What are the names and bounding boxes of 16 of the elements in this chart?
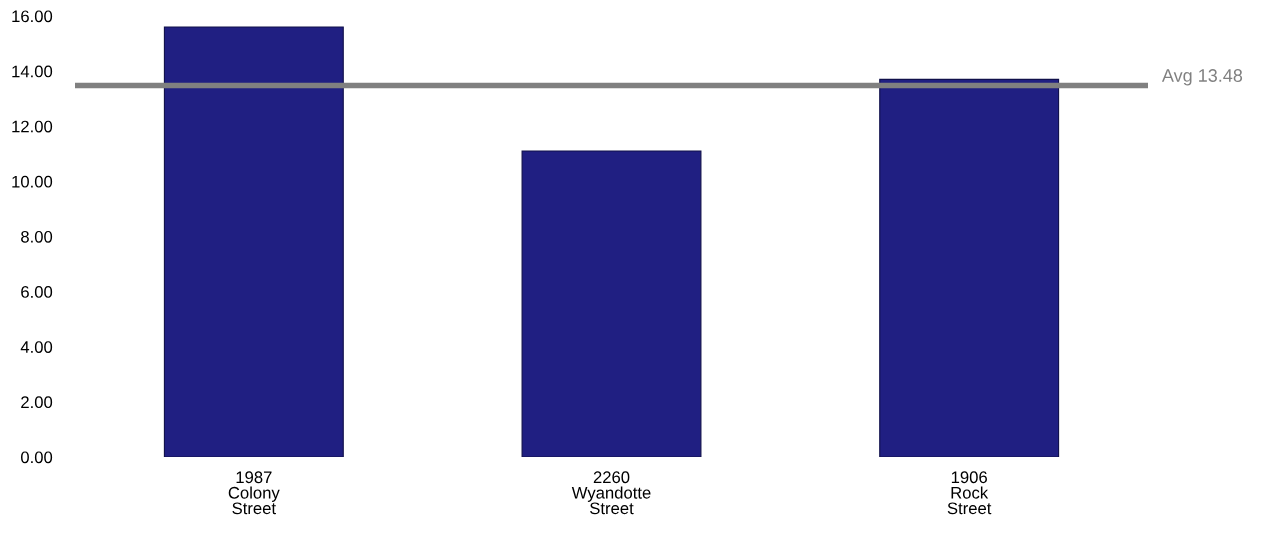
x-tick-label: 1906 Rock Street [947,471,992,515]
y-tick-label: 8.00 [21,230,53,243]
y-tick-label: 0.00 [20,451,53,464]
x-tick-label: 2260 Wyandotte Street [571,471,651,515]
bar [163,26,344,457]
bar [521,150,702,457]
y-tick-label: 6.00 [21,286,53,298]
y-tick-label: 2.00 [21,396,53,409]
y-tick-label: 16.00 [12,10,53,23]
bar [879,78,1060,457]
y-tick-label: 10.00 [12,175,53,188]
y-tick-label: 12.00 [12,120,53,133]
y-tick-label: 14.00 [12,65,53,78]
ref-line-label: Avg 13.48 [1161,69,1243,86]
y-tick-label: 4.00 [20,341,53,353]
x-tick-label: 1987 Colony Street [228,471,280,515]
